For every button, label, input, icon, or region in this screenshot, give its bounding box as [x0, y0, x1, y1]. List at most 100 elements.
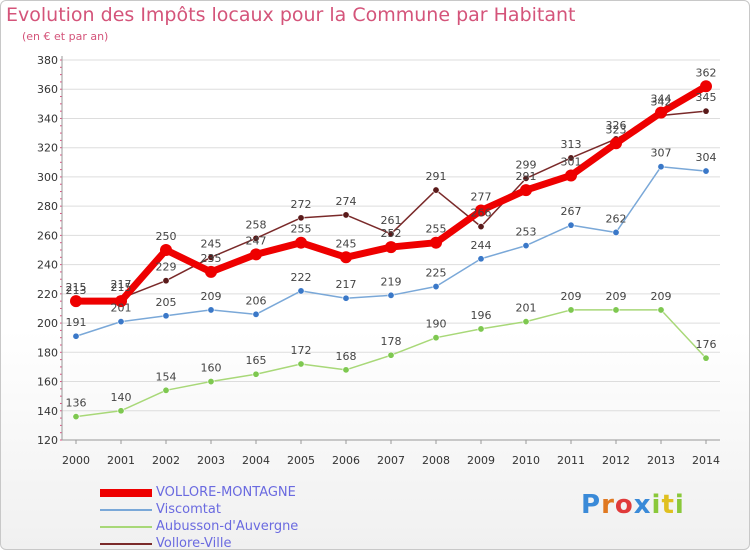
data-point [160, 244, 172, 256]
x-tick-label: 2013 [647, 454, 675, 467]
legend-item-viscomtat[interactable]: Viscomtat [100, 501, 298, 518]
data-point [657, 306, 665, 314]
data-point [162, 386, 170, 394]
data-label: 245 [201, 237, 222, 250]
data-point [700, 80, 712, 93]
legend-swatch [100, 508, 152, 511]
data-point [250, 248, 262, 261]
x-tick-label: 2002 [152, 454, 180, 467]
x-tick-label: 2000 [62, 454, 90, 467]
data-label: 307 [651, 147, 672, 160]
legend-item-aubusson-d-auvergne[interactable]: Aubusson-d'Auvergne [100, 518, 298, 535]
data-point [340, 251, 352, 264]
series-vollore-montagne [70, 80, 712, 308]
data-point [297, 360, 305, 368]
logo-letter: i [674, 490, 685, 520]
data-label: 205 [156, 296, 177, 309]
y-tick-label: 320 [37, 142, 58, 155]
data-point [520, 184, 532, 197]
data-point [252, 310, 260, 318]
data-label: 262 [606, 212, 627, 225]
data-point [522, 242, 530, 250]
x-tick-label: 2008 [422, 454, 450, 467]
data-point [297, 287, 305, 295]
data-label: 291 [426, 170, 447, 183]
y-tick-label: 200 [37, 317, 58, 330]
data-label: 168 [336, 350, 357, 363]
series [70, 80, 712, 421]
data-point [205, 265, 217, 278]
x-tick-label: 2005 [287, 454, 315, 467]
data-point [522, 318, 530, 326]
data-label: 344 [651, 93, 672, 106]
x-tick-label: 2004 [242, 454, 270, 467]
data-label: 252 [381, 227, 402, 240]
legend-item-vollore-ville[interactable]: Vollore-Ville [100, 535, 298, 552]
data-point [117, 318, 125, 326]
data-point [610, 137, 622, 150]
x-tick-label: 2010 [512, 454, 540, 467]
data-label: 258 [246, 218, 267, 231]
series-line-aubusson-d-auvergne [75, 309, 707, 418]
legend-swatch [100, 525, 152, 528]
data-label: 140 [111, 391, 132, 404]
data-label: 266 [471, 207, 492, 220]
data-point [387, 351, 395, 359]
data-label: 154 [156, 370, 177, 383]
data-point [387, 230, 395, 238]
data-label: 244 [471, 239, 492, 252]
data-point [117, 407, 125, 415]
logo-letter: i [651, 490, 662, 520]
data-label: 277 [471, 191, 492, 204]
y-tick-label: 340 [37, 112, 58, 125]
legend-item-vollore-montagne[interactable]: VOLLORE-MONTAGNE [100, 484, 298, 501]
data-point [612, 306, 620, 314]
data-label: 299 [516, 158, 537, 171]
data-point [162, 312, 170, 320]
data-label: 160 [201, 362, 222, 375]
data-point [477, 223, 485, 231]
data-label: 215 [111, 281, 132, 294]
logo-letter: o [614, 490, 634, 520]
data-label: 206 [246, 294, 267, 307]
data-label: 272 [291, 198, 312, 211]
data-label: 267 [561, 205, 582, 218]
data-label: 201 [516, 302, 537, 315]
axes: 120 140 160 180 200 220 240 260 280 300 320 340 360 3… [37, 54, 720, 467]
y-tick-label: 120 [37, 434, 58, 447]
data-point [702, 354, 710, 362]
logo-letter: t [661, 490, 675, 520]
data-label: 219 [381, 275, 402, 288]
y-tick-label: 220 [37, 288, 58, 301]
data-label: 217 [336, 278, 357, 291]
data-point [567, 221, 575, 229]
data-point [385, 241, 397, 254]
data-label: 245 [336, 237, 357, 250]
data-label: 301 [561, 155, 582, 168]
data-point [475, 204, 487, 217]
logo-letter: P [581, 490, 602, 520]
data-label: 255 [426, 223, 447, 236]
data-label: 313 [561, 138, 582, 151]
legend-swatch [100, 542, 152, 545]
series-aubusson-d-auvergne [72, 306, 710, 421]
data-point [207, 306, 215, 314]
data-label: 209 [561, 290, 582, 303]
data-label: 165 [246, 354, 267, 367]
data-point [72, 332, 80, 340]
data-point [432, 334, 440, 342]
legend-label: Viscomtat [156, 502, 221, 517]
data-label: 342 [651, 96, 672, 109]
y-tick-label: 280 [37, 200, 58, 213]
data-label: 247 [246, 234, 267, 247]
data-point [655, 106, 667, 119]
legend-label: Vollore-Ville [156, 536, 232, 551]
data-point [115, 295, 127, 308]
data-point [70, 295, 82, 308]
data-point [432, 186, 440, 194]
data-label: 209 [651, 290, 672, 303]
data-label: 345 [696, 91, 717, 104]
y-tick-label: 360 [37, 83, 58, 96]
data-label: 190 [426, 318, 447, 331]
